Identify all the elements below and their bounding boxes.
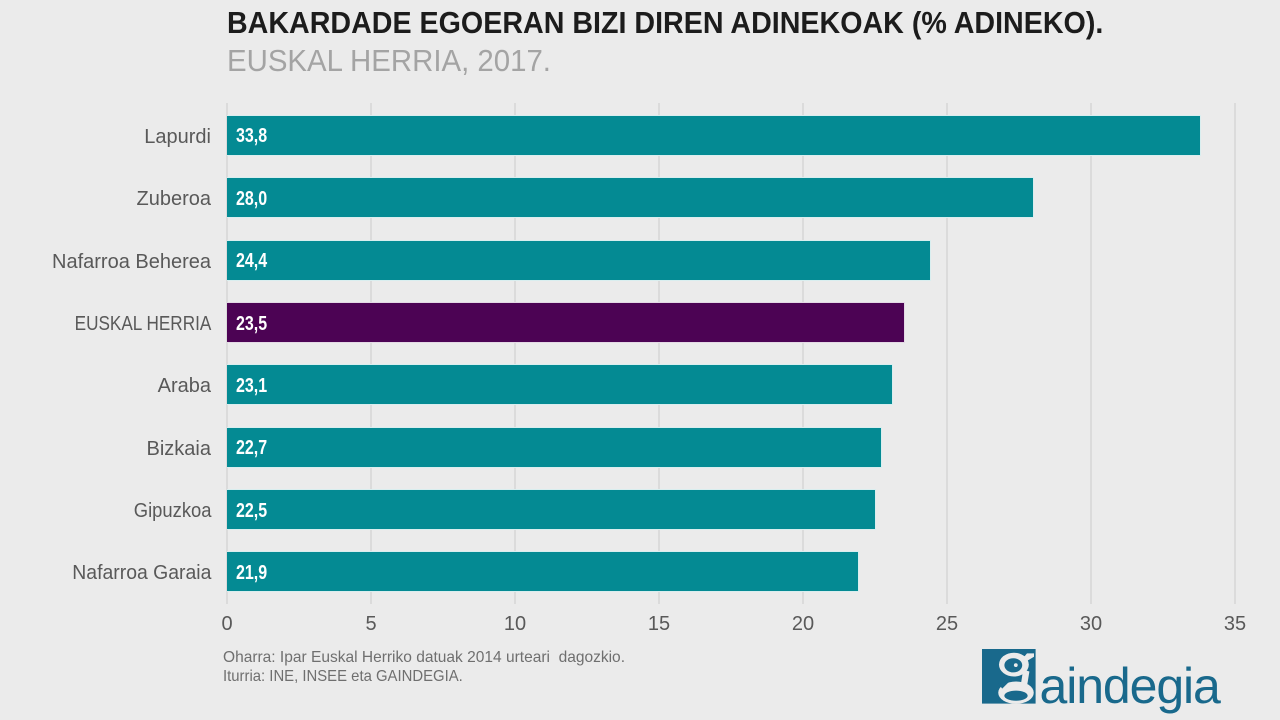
svg-text:aindegia: aindegia xyxy=(1040,658,1222,714)
